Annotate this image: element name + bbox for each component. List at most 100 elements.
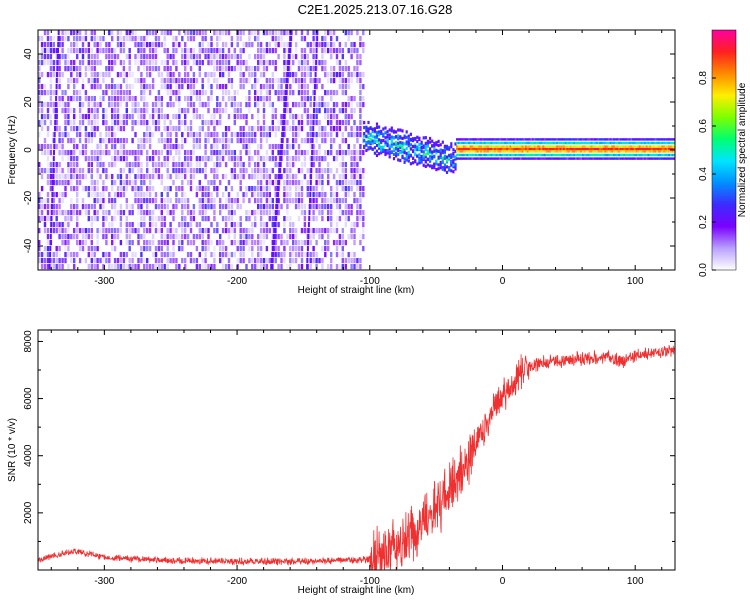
heatmap-cell [90, 60, 93, 66]
heatmap-cell [341, 186, 344, 192]
heatmap-cell [656, 157, 659, 160]
heatmap-cell [616, 153, 619, 157]
heatmap-cell [585, 157, 588, 160]
heatmap-cell [163, 198, 166, 204]
heatmap-cell [78, 36, 82, 42]
heatmap-cell [497, 138, 500, 141]
heatmap-cell [151, 54, 155, 60]
heatmap-cell [257, 246, 260, 252]
heatmap-cell [186, 84, 190, 90]
heatmap-cell [347, 36, 350, 42]
heatmap-cell [257, 192, 260, 198]
heatmap-cell [219, 48, 222, 54]
heatmap-cell [518, 138, 521, 141]
heatmap-cell [239, 84, 242, 90]
heatmap-cell [571, 145, 574, 148]
heatmap-cell [143, 192, 146, 198]
heatmap-cell [271, 48, 274, 54]
heatmap-cell [73, 258, 76, 264]
heatmap-cell [146, 174, 149, 180]
heatmap-cell [435, 141, 438, 145]
heatmap-cell [403, 148, 406, 152]
heatmap-cell [254, 126, 257, 132]
heatmap-cell [53, 144, 56, 150]
heatmap-cell [632, 138, 634, 141]
heatmap-cell [559, 150, 562, 153]
heatmap-cell [40, 114, 44, 120]
heatmap-cell [210, 114, 213, 120]
heatmap-cell [166, 126, 169, 132]
heatmap-cell [160, 216, 163, 222]
heatmap-cell [143, 240, 146, 246]
heatmap-cell [281, 132, 285, 138]
heatmap-cell [201, 186, 204, 192]
heatmap-cell [495, 157, 498, 160]
heatmap-cell [422, 150, 425, 154]
heatmap-cell [166, 264, 169, 270]
heatmap-cell [140, 150, 143, 156]
heatmap-cell [481, 145, 484, 148]
heatmap-cell [344, 78, 347, 84]
heatmap-cell [450, 163, 453, 167]
heatmap-cell [61, 132, 64, 138]
heatmap-cell [663, 141, 666, 145]
heatmap-cell [315, 138, 318, 144]
heatmap-cell [64, 192, 67, 198]
heatmap-cell [344, 180, 347, 186]
heatmap-cell [573, 145, 576, 148]
heatmap-cell [254, 66, 257, 72]
heatmap-cell [172, 90, 175, 96]
heatmap-cell [321, 168, 324, 174]
heatmap-cell [274, 48, 277, 54]
heatmap-cell [148, 138, 152, 144]
heatmap-cell [306, 186, 309, 192]
heatmap-cell [201, 120, 204, 126]
heatmap-cell [324, 240, 327, 246]
heatmap-cell [239, 102, 242, 108]
heatmap-cell [163, 60, 166, 66]
heatmap-cell [390, 144, 393, 148]
heatmap-cell [382, 132, 385, 137]
heatmap-cell [284, 96, 288, 102]
heatmap-cell [431, 144, 434, 148]
heatmap-cell [461, 157, 464, 160]
heatmap-cell [204, 30, 207, 36]
heatmap-cell [507, 153, 510, 157]
heatmap-cell [195, 96, 199, 102]
heatmap-cell [590, 157, 593, 160]
heatmap-cell [585, 141, 588, 145]
heatmap-cell [485, 147, 488, 151]
heatmap-cell [514, 150, 517, 153]
heatmap-cell [353, 150, 356, 156]
heatmap-cell [338, 66, 342, 72]
heatmap-cell [140, 60, 143, 66]
heatmap-cell [642, 157, 645, 160]
heatmap-cell [443, 168, 446, 172]
heatmap-cell [311, 132, 314, 138]
heatmap-cell [561, 150, 564, 153]
heatmap-cell [148, 48, 152, 54]
heatmap-cell [418, 136, 421, 140]
heatmap-cell [286, 48, 289, 54]
heatmap-cell [330, 48, 333, 54]
heatmap-cell [540, 153, 543, 157]
heatmap-cell [441, 156, 444, 160]
heatmap-cell [108, 162, 111, 168]
heatmap-cell [116, 84, 120, 90]
heatmap-cell [569, 153, 572, 157]
heatmap-cell [221, 192, 225, 198]
heatmap-cell [219, 54, 222, 60]
heatmap-cell [341, 210, 344, 216]
heatmap-cell [268, 180, 271, 186]
heatmap-cell [409, 137, 412, 141]
heatmap-cell [230, 168, 234, 174]
heatmap-cell [277, 30, 280, 36]
heatmap-cell [359, 54, 362, 60]
heatmap-cell [46, 246, 50, 252]
heatmap-cell [277, 84, 280, 90]
heatmap-cell [207, 264, 210, 270]
heatmap-cell [87, 42, 90, 48]
heatmap-cell [160, 180, 163, 186]
heatmap-cell [221, 258, 225, 264]
heatmap-cell [552, 150, 555, 153]
